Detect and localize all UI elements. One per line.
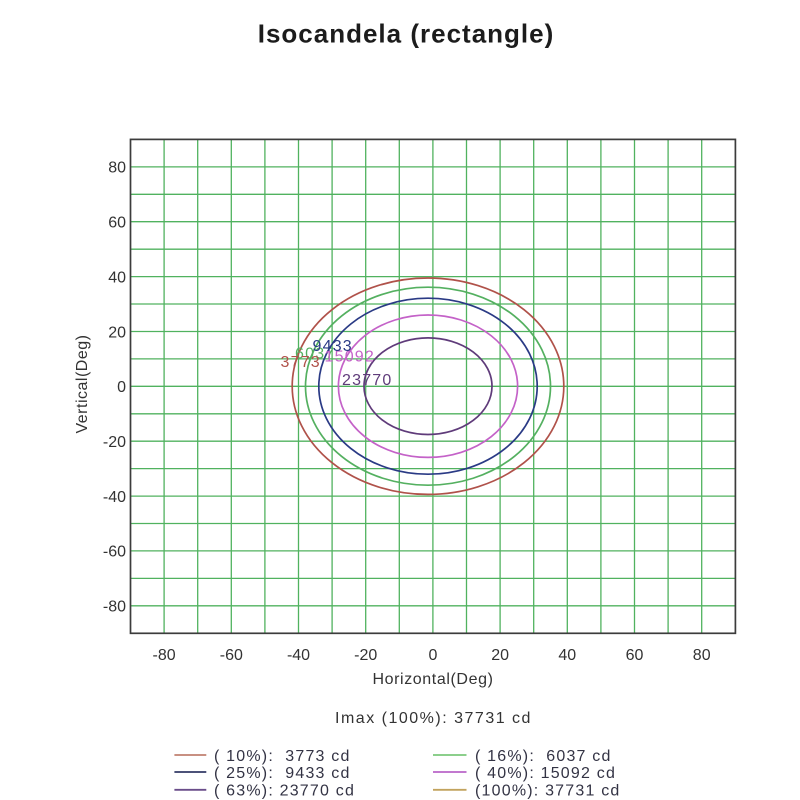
svg-text:-80: -80 xyxy=(103,599,126,616)
svg-text:-60: -60 xyxy=(220,647,243,664)
svg-text:0: 0 xyxy=(428,647,437,664)
svg-text:( 63%): 23770 cd: ( 63%): 23770 cd xyxy=(214,783,355,800)
svg-text:40: 40 xyxy=(108,269,126,286)
svg-text:( 25%): 9433 cd: ( 25%): 9433 cd xyxy=(214,765,351,782)
svg-text:20: 20 xyxy=(108,324,126,341)
svg-text:Horizontal(Deg): Horizontal(Deg) xyxy=(372,671,493,688)
svg-text:60: 60 xyxy=(626,647,644,664)
svg-text:-20: -20 xyxy=(103,434,126,451)
svg-text:60: 60 xyxy=(108,215,126,232)
svg-text:-60: -60 xyxy=(103,544,126,561)
svg-text:20: 20 xyxy=(491,647,509,664)
svg-text:6037: 6037 xyxy=(295,346,335,363)
svg-text:Isocandela (rectangle): Isocandela (rectangle) xyxy=(258,19,555,49)
svg-text:-80: -80 xyxy=(153,647,176,664)
svg-text:80: 80 xyxy=(108,160,126,177)
svg-text:-40: -40 xyxy=(103,489,126,506)
svg-text:( 10%): 3773 cd: ( 10%): 3773 cd xyxy=(214,748,351,765)
svg-text:Imax (100%): 37731 cd: Imax (100%): 37731 cd xyxy=(335,710,532,727)
svg-text:40: 40 xyxy=(558,647,576,664)
svg-text:15092: 15092 xyxy=(325,349,376,366)
svg-text:Vertical(Deg): Vertical(Deg) xyxy=(74,335,91,434)
svg-text:80: 80 xyxy=(693,647,711,664)
svg-text:-40: -40 xyxy=(287,647,310,664)
svg-text:(100%): 37731 cd: (100%): 37731 cd xyxy=(475,783,621,800)
svg-text:( 40%): 15092 cd: ( 40%): 15092 cd xyxy=(475,765,616,782)
svg-text:9433: 9433 xyxy=(313,338,353,355)
svg-text:-20: -20 xyxy=(354,647,377,664)
svg-text:3773: 3773 xyxy=(281,354,321,371)
svg-text:23770: 23770 xyxy=(342,372,393,389)
svg-text:0: 0 xyxy=(117,379,126,396)
svg-text:( 16%): 6037 cd: ( 16%): 6037 cd xyxy=(475,748,612,765)
